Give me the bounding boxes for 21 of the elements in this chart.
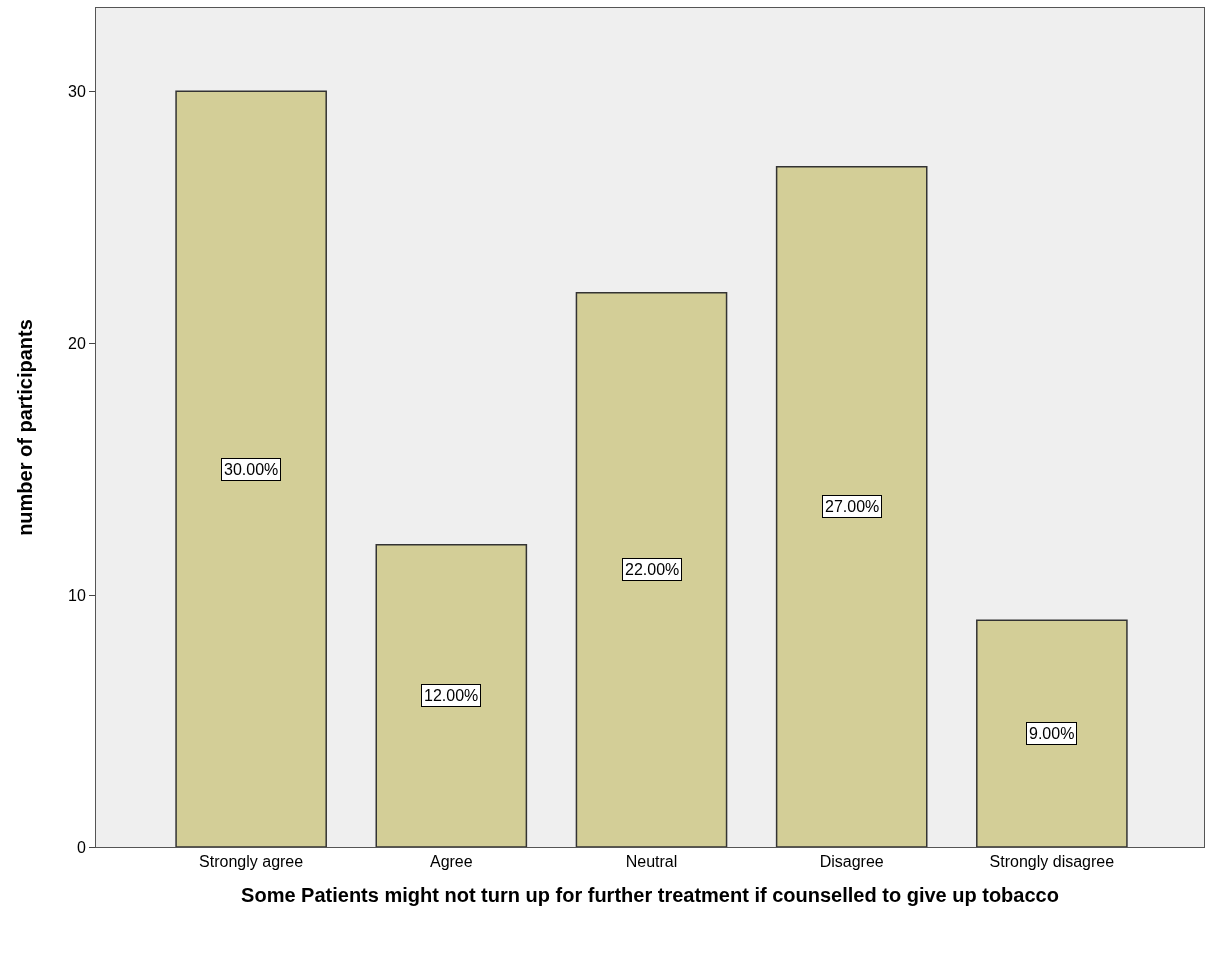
x-tick-label: Strongly disagree: [989, 853, 1115, 871]
bar: [175, 90, 327, 847]
y-tick-label: 30: [68, 82, 86, 100]
data-label: 12.00%: [424, 687, 479, 704]
bar: [375, 543, 528, 847]
data-label: 22.00%: [625, 561, 680, 578]
y-tick-label: 10: [68, 586, 86, 604]
x-tick-label: Strongly agree: [199, 853, 304, 871]
bar: [575, 291, 728, 847]
x-axis-title: Some Patients might not turn up for further treatment if counselled to give up tobacco: [241, 883, 1059, 906]
y-tick-label: 20: [68, 334, 86, 352]
y-tick-label: 0: [76, 838, 86, 856]
x-tick-label: Disagree: [819, 853, 884, 871]
data-label: 9.00%: [1029, 725, 1075, 742]
x-tick-label: Neutral: [625, 853, 678, 871]
x-tick-label: Agree: [429, 853, 473, 871]
y-axis-title: number of participants: [13, 319, 36, 536]
data-label: 30.00%: [224, 461, 279, 478]
bar: [775, 165, 928, 847]
data-label: 27.00%: [825, 498, 880, 515]
bar: [976, 619, 1128, 847]
